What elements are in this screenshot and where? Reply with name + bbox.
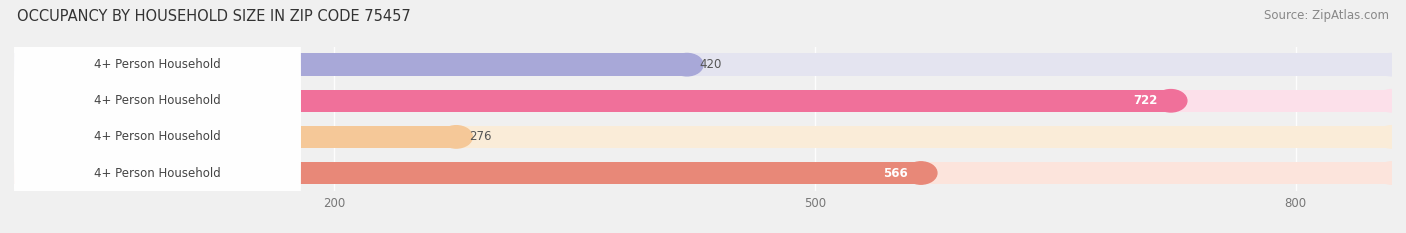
Bar	[14, 126, 1392, 148]
Text: 276: 276	[470, 130, 492, 143]
Text: 4+ Person Household: 4+ Person Household	[94, 130, 221, 143]
Bar	[14, 89, 1392, 112]
Text: 420: 420	[700, 58, 723, 71]
Ellipse shape	[1376, 89, 1406, 112]
Bar	[14, 162, 921, 184]
Ellipse shape	[1376, 162, 1406, 184]
Text: 566: 566	[883, 167, 908, 179]
Text: 4+ Person Household: 4+ Person Household	[94, 58, 221, 71]
FancyBboxPatch shape	[14, 91, 301, 233]
Ellipse shape	[1376, 126, 1406, 148]
Text: 4+ Person Household: 4+ Person Household	[94, 94, 221, 107]
FancyBboxPatch shape	[14, 55, 301, 219]
FancyBboxPatch shape	[14, 19, 301, 182]
FancyBboxPatch shape	[14, 0, 301, 146]
Bar	[14, 89, 1171, 112]
Text: OCCUPANCY BY HOUSEHOLD SIZE IN ZIP CODE 75457: OCCUPANCY BY HOUSEHOLD SIZE IN ZIP CODE …	[17, 9, 411, 24]
Bar	[14, 53, 1392, 76]
Text: 4+ Person Household: 4+ Person Household	[94, 167, 221, 179]
Ellipse shape	[440, 126, 472, 148]
Ellipse shape	[905, 162, 936, 184]
Ellipse shape	[1376, 53, 1406, 76]
Text: 722: 722	[1133, 94, 1159, 107]
Bar	[14, 162, 1392, 184]
Bar	[14, 126, 457, 148]
Ellipse shape	[671, 53, 703, 76]
Ellipse shape	[1154, 89, 1187, 112]
Text: Source: ZipAtlas.com: Source: ZipAtlas.com	[1264, 9, 1389, 22]
Bar	[14, 53, 688, 76]
